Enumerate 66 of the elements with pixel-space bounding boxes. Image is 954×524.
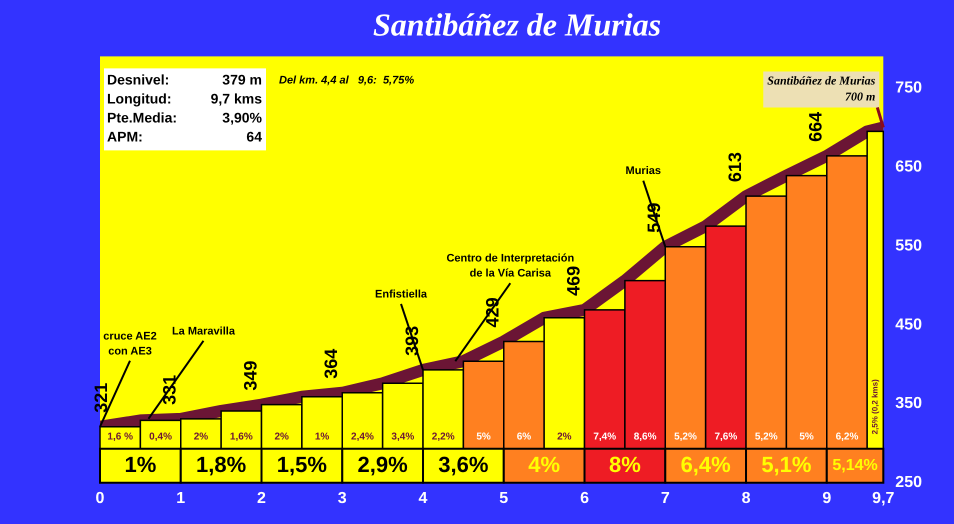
annotation: 5,2% (754, 432, 778, 443)
annotation: 1% (314, 432, 330, 443)
y-tick-label: 350 (895, 395, 922, 412)
annotation: La Maravilla (172, 325, 236, 338)
annotation: 7,4% (593, 432, 616, 443)
annotation: 1,5% (276, 452, 327, 477)
annotation: 2% (274, 432, 290, 443)
x-tick-label: 2 (257, 490, 266, 507)
annotation: 1,6% (230, 432, 253, 443)
annotation: 6,2% (836, 432, 858, 443)
annotation: 8% (608, 452, 641, 477)
annotation: Desnivel: (107, 71, 170, 88)
annotation: Enfistiella (375, 288, 428, 300)
annotation: 64 (246, 128, 262, 144)
annotation: 2,4% (351, 432, 374, 443)
annotation: 2% (557, 432, 572, 443)
data-label: 469 (563, 266, 584, 296)
annotation: Longitud: (107, 90, 172, 106)
annotation: Pte.Media: (107, 109, 178, 126)
annotation: 2,9% (358, 452, 408, 477)
annotation: 1,6 % (107, 432, 134, 443)
x-tick-label: 7 (660, 490, 670, 507)
annotation: 8,6% (634, 432, 657, 443)
y-tick-label: 450 (895, 316, 922, 334)
x-tick-label: 4 (418, 490, 428, 507)
annotation: APM: (107, 128, 143, 144)
data-label: 349 (240, 360, 260, 391)
y-tick-label: 250 (895, 474, 922, 492)
annotation: 5,1% (761, 452, 812, 477)
data-label: 613 (724, 152, 745, 182)
annotation: 3,90% (222, 109, 263, 126)
annotation: 3,4% (391, 432, 414, 443)
x-tick-label: 1 (176, 490, 186, 507)
annotation: 7,6% (714, 432, 738, 443)
annotation: 6,4% (680, 452, 731, 477)
y-tick-label: 750 (895, 79, 922, 96)
annotation: 5,2% (674, 432, 697, 443)
y-tick-label: 550 (895, 237, 922, 254)
annotation: 379 m (222, 71, 262, 88)
x-tick-label: 9,7 (872, 490, 895, 507)
annotation: 5,14% (832, 457, 878, 474)
annotation: Del km. 4,4 al 9,6: 5,75% (279, 74, 414, 86)
y-tick-label: 650 (895, 158, 922, 176)
data-label: 664 (806, 112, 826, 142)
x-tick-label: 9 (822, 490, 832, 507)
annotation: cruce AE2 con AE3 (103, 330, 157, 358)
annotation: 9,7 kms (210, 90, 262, 106)
x-tick-label: 6 (580, 490, 590, 507)
x-tick-label: 8 (742, 490, 751, 507)
annotation: 5% (799, 432, 814, 443)
annotation: 4% (528, 452, 560, 477)
annotation: Murias (626, 165, 662, 178)
data-label: 364 (321, 348, 342, 379)
annotation: 3,6% (438, 452, 488, 477)
x-tick-label: 3 (338, 490, 347, 507)
annotation: 1,8% (196, 452, 246, 477)
x-tick-label: 0 (96, 490, 105, 507)
annotation: 6% (516, 432, 532, 443)
annotation: 2% (194, 432, 208, 443)
chart-title: Santibáñez de Murias (372, 6, 662, 42)
x-tick-label: 5 (499, 490, 508, 507)
annotation: 2,2% (432, 432, 455, 443)
data-label: 321 (90, 382, 111, 413)
annotation: Santibáñez de Murias 700 m (767, 74, 876, 104)
annotation: 5% (476, 432, 491, 443)
annotation: 2,5% (0,2 kms) (870, 378, 880, 434)
